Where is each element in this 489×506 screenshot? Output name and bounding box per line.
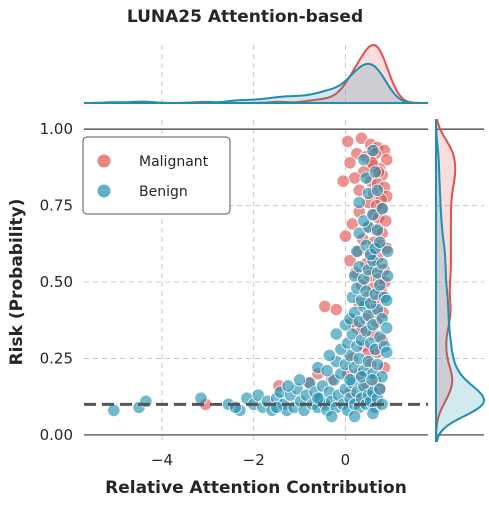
x-axis-label: Relative Attention Contribution [105,478,407,498]
benign-y-density [435,119,486,442]
legend-label-benign: Benign [139,184,188,200]
benign-point-123 [348,409,362,424]
benign-point-134 [365,373,379,387]
malignant-point-57 [329,302,343,317]
malignant-point-1 [354,131,369,145]
benign-point-82 [366,318,380,332]
benign-point-131 [381,244,395,259]
benign-point-116 [368,165,382,179]
benign-point-100 [375,257,389,271]
legend: Malignant Benign [82,136,231,215]
malignant-point-29 [379,214,393,228]
x-tick-labels: −4 −2 0 [151,451,350,469]
benign-point-64 [370,357,385,372]
malignant-point-0 [341,134,355,148]
y-tick-label-3: 0.75 [40,197,73,215]
right-marginal-density [435,119,486,442]
benign-point-128 [380,321,394,335]
benign-point-79 [352,315,366,329]
legend-box [82,136,231,215]
legend-marker-benign [96,183,112,199]
benign-point-101 [350,244,364,259]
malignant-point-56 [318,299,332,314]
top-marginal-density [84,43,428,104]
benign-point-85 [329,327,343,341]
benign-point-68 [345,327,359,341]
benign-point-111 [375,202,389,216]
malignant-point-42 [343,254,357,268]
y-tick-label-4: 1.00 [40,120,73,138]
benign-point-3 [194,391,208,405]
benign-point-115 [359,171,373,185]
benign-point-126 [281,379,295,393]
benign-point-124 [366,406,380,421]
y-tick-label-2: 0.50 [40,273,73,291]
benign-point-132 [343,373,357,387]
main-plot-area: −4 −2 0 0.00 0.25 0.50 0.75 1.00 [40,120,428,469]
benign-point-109 [357,214,371,228]
benign-x-density [84,62,428,104]
benign-point-117 [357,153,371,167]
benign-point-120 [292,373,307,387]
y-axis-label: Risk (Probability) [7,199,27,366]
malignant-point-8 [380,153,394,167]
benign-point-114 [370,183,385,197]
legend-marker-malignant [96,153,112,169]
benign-point-135 [322,348,336,362]
benign-point-108 [370,223,385,237]
benign-point-130 [381,269,395,283]
y-tick-label-1: 0.25 [40,349,73,367]
y-tick-label-0: 0.00 [40,426,73,444]
malignant-point-9 [343,156,357,170]
x-tick-label-1: −2 [243,451,265,469]
x-tick-label-2: 0 [341,451,351,469]
benign-point-112 [352,195,366,210]
x-tick-label-0: −4 [151,451,173,469]
benign-point-122 [325,409,339,424]
benign-point-129 [380,293,394,307]
benign-point-118 [366,143,380,158]
chart-title: LUNA25 Attention-based [127,7,363,27]
legend-label-malignant: Malignant [139,154,209,170]
malignant-point-34 [338,229,353,243]
malignant-point-14 [348,171,362,185]
scatter-points [107,131,395,424]
benign-point-8 [251,388,265,402]
benign-point-127 [380,345,394,359]
benign-point-110 [366,208,380,222]
benign-point-106 [352,226,366,240]
benign-point-55 [320,364,334,378]
y-tick-labels: 0.00 0.25 0.50 0.75 1.00 [40,120,73,444]
malignant-point-22 [336,174,350,188]
benign-point-119 [311,391,325,405]
benign-point-0 [107,403,121,418]
